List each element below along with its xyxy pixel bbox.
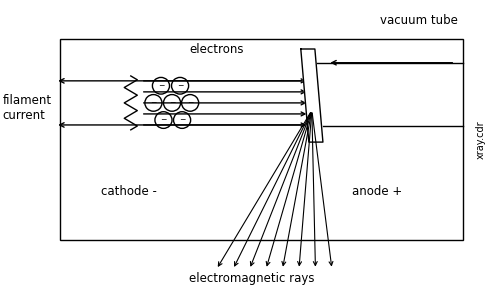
Text: −: − xyxy=(169,98,175,107)
Text: −: − xyxy=(187,98,193,107)
Text: electrons: electrons xyxy=(189,43,243,56)
Text: electromagnetic rays: electromagnetic rays xyxy=(189,272,314,285)
Text: −: − xyxy=(158,81,164,90)
Text: filament
current: filament current xyxy=(3,94,52,122)
Text: −: − xyxy=(160,116,166,125)
Text: cathode -: cathode - xyxy=(101,185,156,198)
Polygon shape xyxy=(301,49,323,142)
Text: xray.cdr: xray.cdr xyxy=(475,120,485,159)
Text: −: − xyxy=(179,116,185,125)
Text: −: − xyxy=(177,81,183,90)
Text: vacuum tube: vacuum tube xyxy=(380,14,458,27)
Text: anode +: anode + xyxy=(352,185,402,198)
Text: −: − xyxy=(150,98,156,107)
Bar xyxy=(60,39,463,240)
